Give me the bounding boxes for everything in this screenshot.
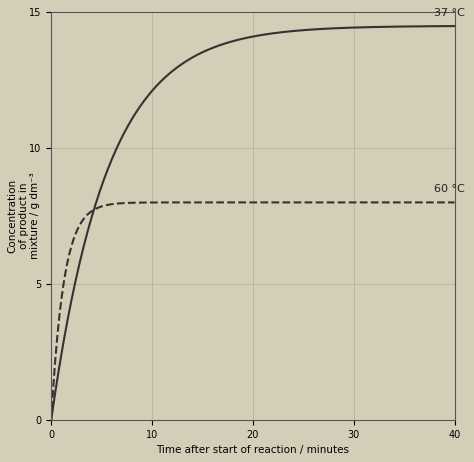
Text: 60 °C: 60 °C (434, 184, 465, 194)
Y-axis label: Concentration
of product in
mixture / g dm⁻³: Concentration of product in mixture / g … (7, 173, 40, 259)
Text: 37 °C: 37 °C (434, 8, 465, 18)
X-axis label: Time after start of reaction / minutes: Time after start of reaction / minutes (156, 445, 349, 455)
